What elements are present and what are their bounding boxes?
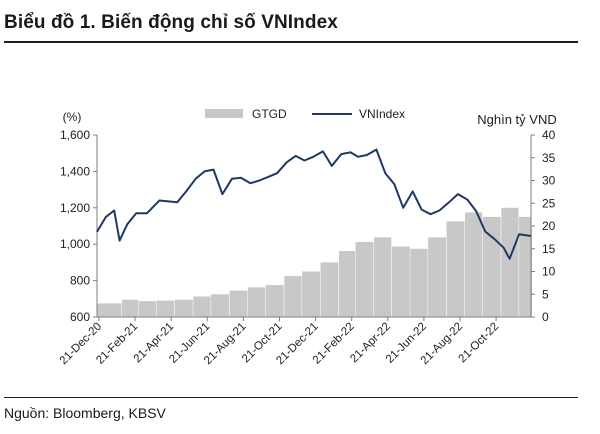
volume-bar xyxy=(501,207,519,317)
left-axis-tick-label: 800 xyxy=(70,274,90,288)
volume-bar xyxy=(248,287,266,317)
volume-bar xyxy=(229,290,248,317)
volume-bar xyxy=(355,241,374,317)
title-rule xyxy=(4,41,578,43)
volume-bar xyxy=(320,262,339,317)
vnindex-line xyxy=(96,148,532,260)
volume-bars xyxy=(97,207,532,318)
right-axis-tick-label: 5 xyxy=(542,287,549,301)
volume-bar xyxy=(211,294,229,318)
volume-bar xyxy=(157,300,175,317)
left-axis-tick-label: 600 xyxy=(70,310,90,324)
volume-bar xyxy=(339,251,356,317)
vnindex-line-layer xyxy=(96,148,532,260)
right-axis-tick-label: 0 xyxy=(542,310,549,324)
volume-bar xyxy=(302,271,320,317)
right-axis-tick-label: 35 xyxy=(542,151,556,165)
right-axis-tick-label: 30 xyxy=(542,174,556,188)
volume-bar xyxy=(410,248,428,318)
volume-bar xyxy=(97,303,122,317)
legend-label-gtgd: GTGD xyxy=(252,107,287,121)
right-axis-tick-label: 10 xyxy=(542,265,556,279)
volume-bar xyxy=(265,285,284,317)
volume-bar xyxy=(284,276,302,317)
left-axis-label: (%) xyxy=(63,110,82,124)
right-axis-label: Nghìn tỷ VND xyxy=(477,112,556,127)
right-axis-tick-label: 20 xyxy=(542,219,556,233)
left-axis-tick-label: 1,200 xyxy=(60,201,90,215)
volume-bar xyxy=(174,299,193,317)
legend-swatch-gtgd xyxy=(205,109,243,118)
volume-bar xyxy=(374,237,392,317)
left-axis-tick-label: 1,000 xyxy=(60,237,90,251)
right-axis-tick-label: 40 xyxy=(542,128,556,142)
volume-bar xyxy=(122,299,139,317)
right-axis-tick-label: 25 xyxy=(542,196,556,210)
legend: GTGD VNIndex xyxy=(205,107,405,121)
volume-bar xyxy=(519,216,531,317)
left-axis-tick-label: 1,600 xyxy=(60,128,90,142)
right-axis-tick-label: 15 xyxy=(542,242,556,256)
chart-title: Biểu đồ 1. Biến động chỉ số VNIndex xyxy=(4,12,338,33)
left-axis-tick-label: 1,400 xyxy=(60,164,90,178)
volume-bar xyxy=(391,246,410,317)
source-rule xyxy=(4,397,578,398)
volume-bar xyxy=(138,301,157,317)
legend-label-vnindex: VNIndex xyxy=(359,107,405,121)
volume-bar xyxy=(465,212,483,317)
volume-bar xyxy=(446,221,465,317)
source-note: Nguồn: Bloomberg, KBSV xyxy=(4,405,166,421)
volume-bar xyxy=(428,237,446,317)
volume-bar xyxy=(193,296,211,317)
